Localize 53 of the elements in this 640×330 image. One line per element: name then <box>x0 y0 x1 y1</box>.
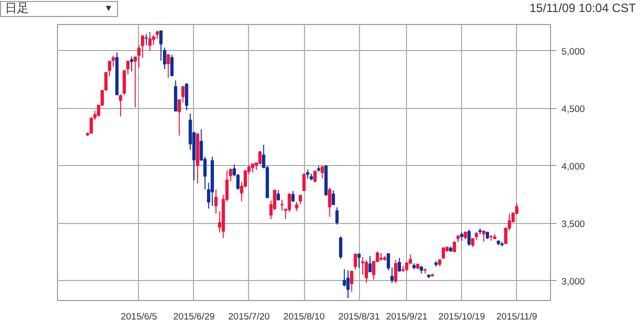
candlestick <box>332 190 335 206</box>
candlestick <box>214 189 218 214</box>
text: 日足 <box>5 0 29 17</box>
candlestick <box>148 32 152 52</box>
x-tick-label: 2015/6/5 <box>120 312 158 322</box>
candlestick <box>394 260 398 284</box>
candlestick <box>280 199 284 212</box>
candlestick <box>166 54 170 78</box>
x-tick-label: 2015/11/9 <box>496 312 538 322</box>
candlestick <box>339 236 342 260</box>
candlestick <box>342 268 346 287</box>
candlestick <box>368 255 372 272</box>
x-tick-label: 2015/9/21 <box>386 312 428 322</box>
candlestick <box>302 174 306 191</box>
candlestick <box>320 166 324 179</box>
candlestick <box>328 187 332 218</box>
x-tick-label: 2015/8/10 <box>283 312 325 322</box>
candlestick <box>482 230 486 242</box>
y-tick-label: 4,500 <box>562 104 585 114</box>
candlestick <box>184 82 188 111</box>
x-tick-label: 2015/10/19 <box>438 312 486 322</box>
candlestick <box>258 151 262 164</box>
candlestick <box>159 30 163 62</box>
text: 15/11/09 10:04 CST <box>529 0 636 17</box>
candlestick <box>291 190 295 202</box>
candlestick <box>398 257 402 272</box>
candlestick <box>364 259 368 284</box>
candlestick <box>313 170 317 184</box>
x-tick-label: 2015/8/31 <box>338 312 380 322</box>
candlestick <box>130 56 134 72</box>
candlestick <box>335 206 339 226</box>
candlestick <box>350 270 354 292</box>
x-tick-label: 2015/6/29 <box>173 312 215 322</box>
candlestick <box>162 47 166 70</box>
candlestick <box>357 252 361 268</box>
x-tick-label: 2015/7/20 <box>228 312 270 322</box>
candlestick <box>361 256 364 276</box>
y-tick-label: 4,000 <box>562 161 585 172</box>
y-tick-label: 5,000 <box>562 46 585 56</box>
candlestick <box>170 54 174 77</box>
candlestick <box>144 34 148 46</box>
candlestick <box>122 70 126 96</box>
candlestick <box>178 99 181 136</box>
candlestick <box>276 190 280 201</box>
candlestick <box>346 270 350 299</box>
candlestick <box>306 168 310 180</box>
y-tick-label: 3,000 <box>562 276 585 286</box>
text: ▼ <box>104 2 113 15</box>
candlestick <box>467 229 471 246</box>
candlestick <box>112 55 115 68</box>
candlestick <box>354 254 357 270</box>
y-tick-label: 3,500 <box>562 218 585 229</box>
candlestick <box>118 94 122 117</box>
